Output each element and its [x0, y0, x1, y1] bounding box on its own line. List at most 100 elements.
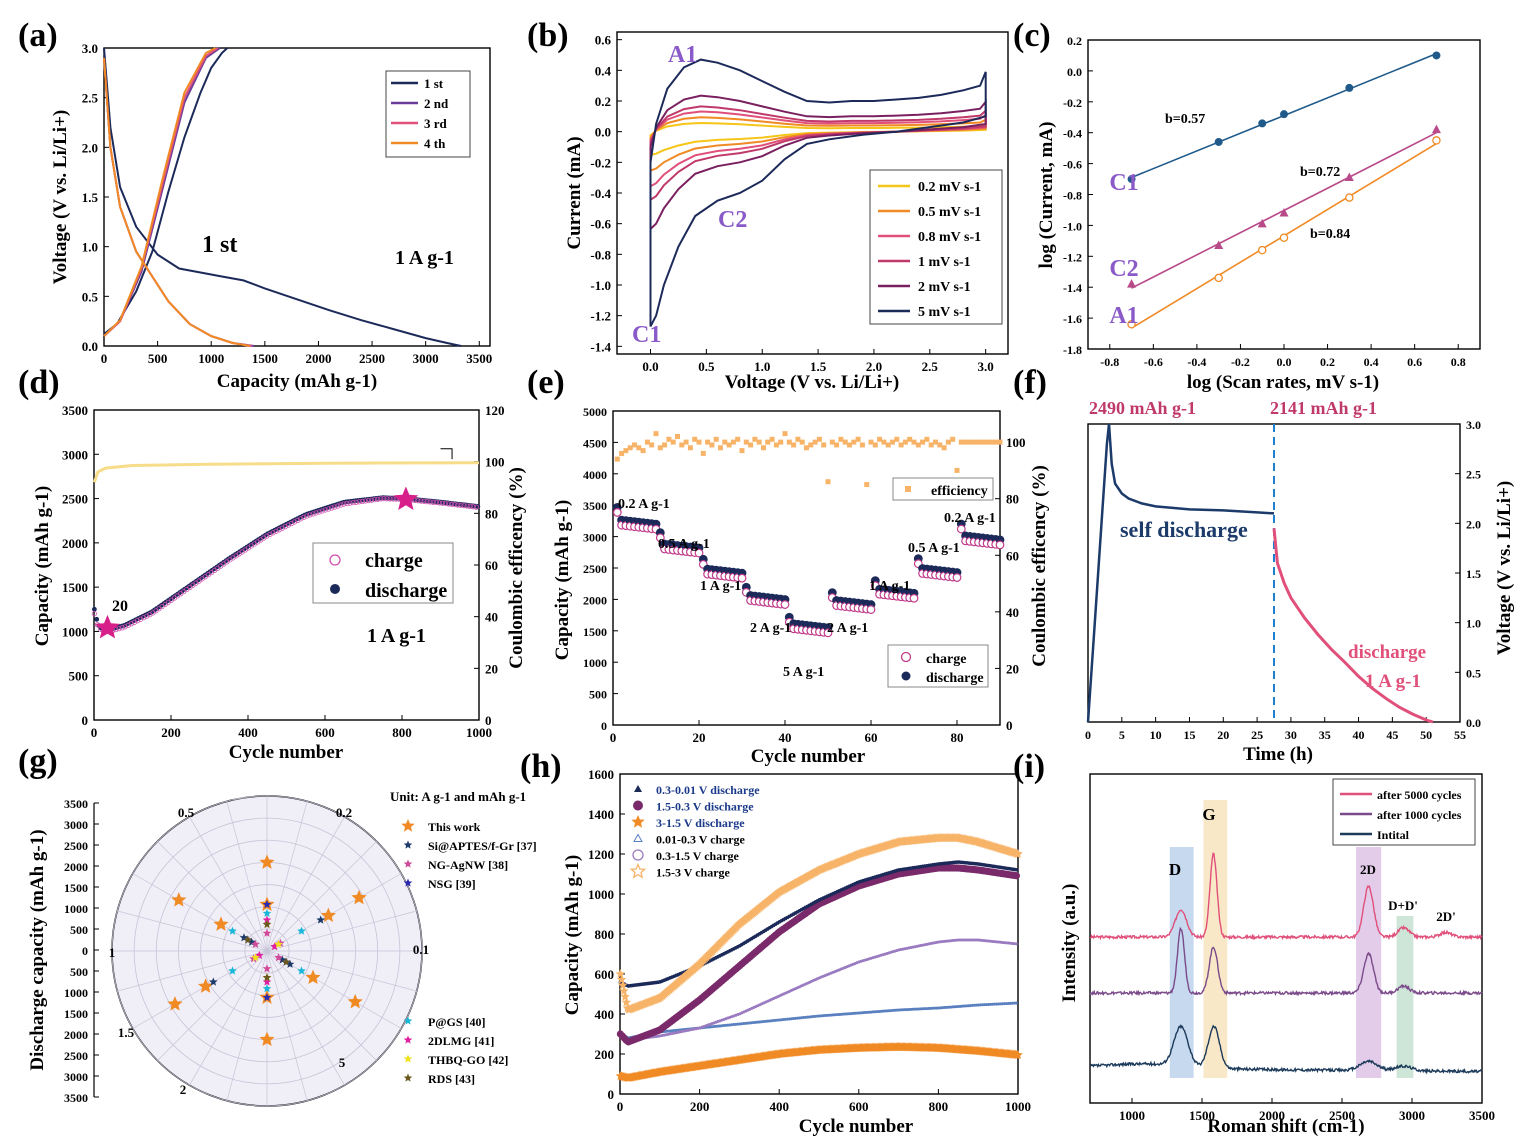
y-tick-label: 400 — [595, 1007, 615, 1022]
charge-point — [356, 499, 362, 505]
y-tick-label: -1.8 — [1063, 343, 1082, 357]
efficiency-point — [653, 431, 659, 437]
panel-label: (f) — [1013, 364, 1047, 401]
charge-point — [449, 501, 455, 507]
y-tick-label: 2.5 — [1466, 468, 1481, 482]
efficiency-point — [842, 439, 848, 445]
data-star-6 — [251, 953, 260, 962]
charge-point — [421, 498, 427, 504]
rate-label: 1 — [109, 945, 116, 960]
efficiency-point — [786, 439, 792, 445]
efficiency-point — [924, 436, 930, 442]
efficiency-point — [859, 442, 865, 448]
charge-point — [344, 500, 350, 507]
point-A1 — [1432, 136, 1441, 145]
charge-point — [325, 506, 332, 512]
charge-point — [131, 619, 138, 625]
data-star-7 — [262, 919, 272, 929]
rate-label: 0.5 — [178, 805, 195, 820]
x-tick-label: 0.5 — [698, 359, 715, 374]
highlight-band — [1356, 847, 1382, 1078]
data-star-2 — [251, 939, 260, 948]
y-tick-label: 3000 — [583, 531, 607, 545]
charge-point — [332, 504, 338, 510]
point-C1 — [1214, 137, 1223, 146]
x-tick-label: 1500 — [1189, 1108, 1215, 1123]
point-C2 — [1214, 240, 1224, 249]
point-1 — [1012, 872, 1021, 880]
legend-label: 1 mV s-1 — [918, 255, 971, 270]
charge-point — [365, 497, 372, 504]
charge-point — [122, 624, 128, 630]
efficiency-point — [847, 442, 852, 448]
x-tick-label: 3000 — [413, 351, 439, 366]
efficiency-point — [864, 482, 870, 488]
efficiency-point — [915, 442, 921, 448]
charge-point — [341, 501, 347, 507]
efficiency-point — [894, 436, 900, 442]
legend-marker-discharge — [330, 584, 340, 594]
charge-point — [461, 503, 467, 509]
charge-point — [353, 499, 359, 505]
charge-point — [307, 512, 313, 518]
efficiency-point — [804, 445, 809, 451]
charge-point — [288, 520, 295, 527]
efficiency-point — [963, 439, 969, 445]
charge-point — [952, 573, 962, 582]
y-tick-label: -0.8 — [590, 247, 611, 262]
legend-marker — [403, 840, 413, 849]
charge-point — [279, 525, 285, 531]
cv-loop-1 — [649, 116, 987, 173]
efficiency-curve — [92, 461, 480, 483]
y-tick-label: 800 — [595, 927, 615, 942]
legend-label: 2DLMG [41] — [428, 1034, 494, 1048]
y-tick-label: 2.5 — [82, 91, 99, 106]
legend-marker — [631, 815, 645, 828]
y-tick-label: 2000 — [64, 1028, 88, 1042]
panel-label: (d) — [18, 364, 60, 401]
legend-label: after 1000 cycles — [1377, 808, 1462, 822]
efficiency-point — [692, 436, 698, 442]
rate-label: 5 A g-1 — [783, 665, 824, 680]
x-tick-label: 0 — [91, 725, 98, 740]
axis-title: Coulombic efficency (%) — [1029, 465, 1050, 667]
y-tick-label: 500 — [70, 923, 88, 937]
point-A1 — [1127, 320, 1136, 329]
x-tick-label: 0.2 — [1320, 355, 1335, 369]
efficiency-point — [838, 436, 844, 442]
legend-label: efficiency — [931, 484, 988, 499]
efficiency-point — [988, 439, 994, 445]
y-tick-label: 1500 — [64, 1007, 88, 1021]
polar-grid-spoke — [132, 950, 268, 1029]
y-tick-label: 2.0 — [82, 140, 98, 155]
y-tick-label: 0.0 — [1466, 716, 1481, 730]
charge-point — [427, 499, 433, 505]
polar-grid-spoke — [266, 816, 345, 952]
charge-point — [285, 522, 292, 528]
axis-title: Voltage (V vs. Li/Li+) — [1494, 481, 1515, 655]
highlight-band — [1203, 800, 1228, 1078]
y-tick-label: 1.0 — [1466, 617, 1481, 631]
x-tick-label: 400 — [238, 725, 258, 740]
data-star-1 — [285, 959, 295, 968]
efficiency-point — [993, 439, 999, 445]
discharge-point — [91, 606, 97, 612]
axis-title: Discharge capacity (mAh g-1) — [27, 829, 48, 1070]
discharge-curve — [1272, 528, 1434, 724]
x-tick-label: 3500 — [1469, 1108, 1495, 1123]
charge-point — [458, 502, 464, 508]
y-tick-label: 3.0 — [82, 41, 98, 56]
charge-point — [119, 625, 125, 631]
charge-point — [372, 497, 378, 503]
legend-marker — [401, 819, 415, 832]
point-4 — [1014, 942, 1018, 946]
efficiency-point — [614, 456, 620, 462]
efficiency-point — [851, 439, 857, 445]
efficiency-point — [782, 431, 788, 437]
x-tick-label: 0 — [617, 1099, 624, 1114]
y-tick-label: -0.6 — [590, 217, 611, 232]
polar-grid-spoke — [117, 950, 268, 992]
x-tick-label: 3500 — [466, 351, 492, 366]
legend-label: 1.5-3 V charge — [656, 866, 731, 880]
panel-label: (a) — [18, 17, 58, 54]
